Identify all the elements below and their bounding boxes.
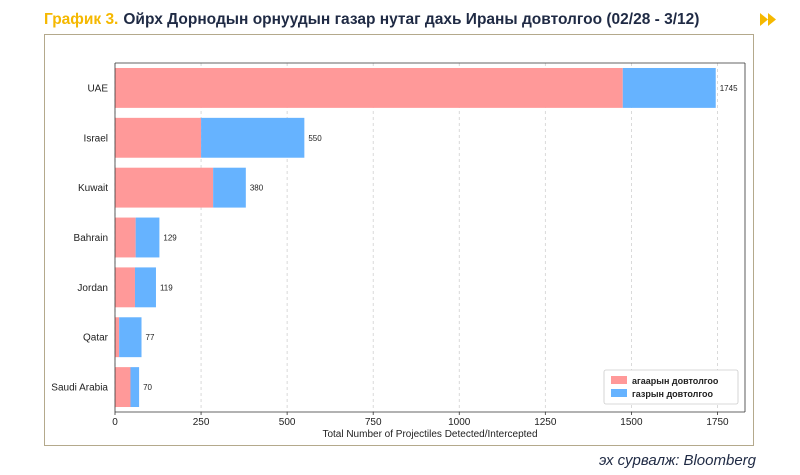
bar-ground [201,117,305,158]
source-note: эх сурвалж: Bloomberg [599,452,756,469]
category-label: Bahrain [74,233,108,244]
legend-swatch [611,389,627,397]
bar-air [115,317,120,358]
total-label: 119 [160,283,173,292]
bar-air [115,267,135,308]
bar-ground [130,367,140,408]
legend-label: газрын довтолгоо [632,389,713,399]
chart-header: График 3. Ойрх Дорнодын орнуудын газар н… [44,8,784,32]
bar-air [115,367,131,408]
x-tick-label: 750 [365,417,382,428]
legend-label: агаарын довтолгоо [632,376,719,386]
bar-ground [135,217,160,258]
chart-frame: UAE 1745 Israel 550 Kuwait 380 Bahrain 129 Jorda… [44,34,754,446]
category-label: Qatar [83,333,109,344]
source-label: эх сурвалж: [598,452,680,469]
total-label: 129 [163,234,177,243]
x-tick-label: 0 [112,417,118,428]
x-tick-label: 1500 [620,417,643,428]
bar-chart: UAE 1745 Israel 550 Kuwait 380 Bahrain 129 Jorda… [51,62,746,440]
total-label: 1745 [720,84,738,93]
category-label: Kuwait [78,183,108,194]
category-label: Israel [84,133,108,144]
total-label: 77 [146,333,155,342]
x-tick-label: 500 [279,417,296,428]
bar-ground [213,167,246,208]
x-tick-label: 1250 [534,417,557,428]
source-name: Bloomberg [683,452,756,469]
total-label: 380 [250,184,264,193]
bar-ground [622,67,716,108]
x-tick-label: 1750 [706,417,729,428]
figure-number: График 3. [44,11,119,28]
x-tick-label: 250 [193,417,210,428]
bar-ground [134,267,156,308]
chart-title: Ойрх Дорнодын орнуудын газар нутаг дахь … [123,11,700,28]
legend-swatch [611,376,627,384]
bar-air [115,117,202,158]
x-axis-label: Total Number of Projectiles Detected/Int… [322,429,537,440]
category-label: Saudi Arabia [51,383,108,394]
x-tick-label: 1000 [448,417,471,428]
category-label: Jordan [77,283,108,294]
bar-air [115,217,136,258]
double-chevron-right-icon[interactable] [760,13,778,26]
category-label: UAE [87,83,108,94]
total-label: 550 [308,134,322,143]
legend-box [603,369,739,405]
bar-ground [119,317,142,358]
bar-air [115,67,623,108]
bar-air [115,167,214,208]
total-label: 70 [143,383,152,392]
